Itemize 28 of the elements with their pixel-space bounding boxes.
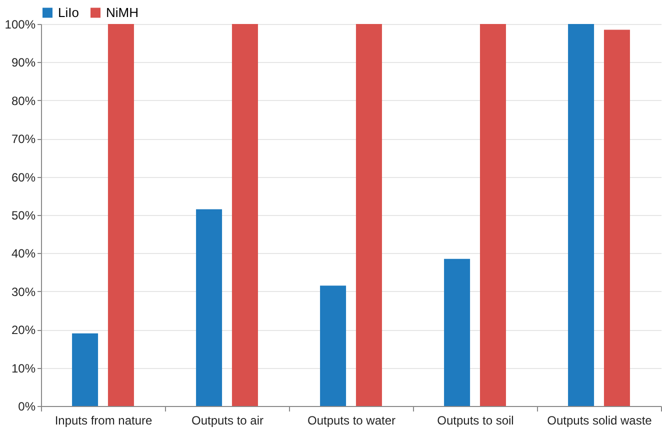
- y-tick-label: 60%: [11, 170, 36, 184]
- bar: [196, 209, 222, 406]
- x-tick-label: Outputs to water: [307, 414, 396, 428]
- bar: [356, 24, 382, 406]
- bar: [480, 24, 506, 406]
- y-tick-label: 0%: [18, 400, 36, 414]
- y-tick-label: 80%: [11, 94, 36, 108]
- x-tick-label: Inputs from nature: [54, 414, 153, 428]
- bar: [72, 333, 98, 406]
- y-tick-label: 90%: [11, 56, 36, 70]
- y-tick-label: 10%: [11, 361, 36, 376]
- bar: [320, 286, 346, 406]
- y-tick-label: 50%: [11, 208, 36, 222]
- y-tick-label: 100%: [4, 18, 36, 32]
- bar: [568, 24, 594, 406]
- x-tick-label: Outputs solid waste: [547, 414, 652, 428]
- y-tick-label: 70%: [11, 132, 36, 146]
- y-tick-label: 40%: [11, 246, 36, 261]
- y-tick-label: 20%: [11, 323, 36, 338]
- bar: [604, 30, 630, 406]
- bar: [444, 258, 470, 406]
- x-tick-label: Outputs to soil: [437, 414, 514, 428]
- x-tick-label: Outputs to air: [191, 414, 264, 428]
- bar: [108, 24, 134, 406]
- bar: [232, 24, 258, 406]
- y-tick-label: 30%: [11, 284, 36, 299]
- legend-label: NiMH: [106, 4, 138, 20]
- legend-label: LiIo: [58, 4, 79, 20]
